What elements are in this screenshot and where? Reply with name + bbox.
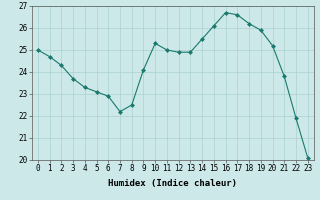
X-axis label: Humidex (Indice chaleur): Humidex (Indice chaleur) bbox=[108, 179, 237, 188]
